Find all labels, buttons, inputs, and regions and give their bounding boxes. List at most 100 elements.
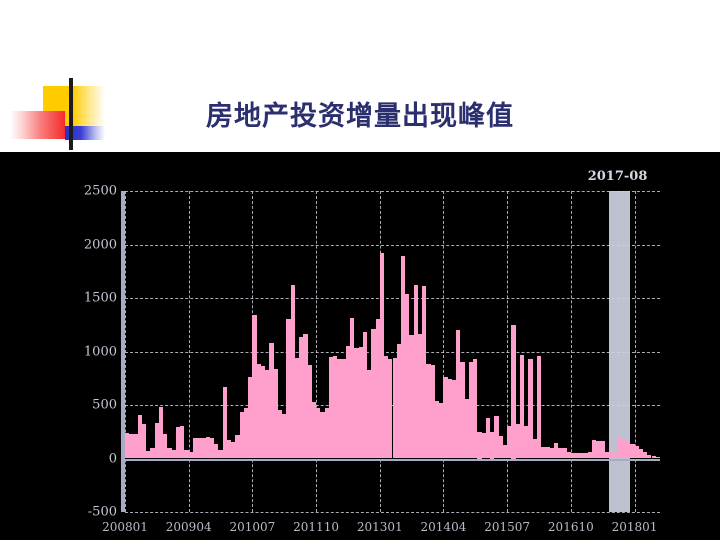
chart-bar (519, 354, 525, 459)
y-axis-tick-label: 2000 (83, 237, 117, 252)
y-axis-tick-label: 2500 (83, 183, 117, 199)
chart-bar (468, 362, 474, 459)
logo-blue-block (65, 126, 105, 140)
chart-bar (528, 358, 533, 459)
chart-bar (358, 347, 363, 459)
chart-figure: 2500 2000 1500 1000 500 0 -500 200801 200904 2010… (0, 152, 720, 540)
chart-bar (388, 358, 393, 459)
chart-bar (218, 450, 223, 459)
gridline-vertical (570, 191, 572, 512)
chart-bar (443, 377, 448, 459)
chart-bar (638, 448, 643, 459)
chart-bar (541, 446, 546, 459)
chart-bar (371, 329, 376, 459)
chart-bar (558, 448, 563, 459)
y-axis-tick-label: -500 (87, 504, 117, 520)
chart-bar (260, 366, 266, 459)
x-axis-tick-label: 201801 (611, 520, 658, 534)
chart-bar (439, 402, 444, 459)
chart-bar (316, 408, 321, 459)
peak-annotation-label: 2017-08 (587, 169, 648, 184)
gridline-vertical (316, 191, 318, 512)
y-axis-tick-label: 500 (92, 397, 117, 413)
chart-bar (592, 440, 597, 459)
chart-bar (621, 439, 627, 459)
chart-bar (583, 452, 588, 459)
chart-bar (477, 431, 482, 459)
chart-bar (596, 440, 601, 459)
chart-bar (604, 452, 610, 459)
page-title: 房地产投资增量出现峰值 (206, 101, 514, 132)
chart-bar (511, 324, 516, 459)
gridline-vertical (188, 191, 190, 512)
chart-bar (430, 365, 435, 459)
gridline-horizontal (125, 298, 660, 299)
decorative-logo (10, 78, 106, 150)
chart-bar (549, 448, 554, 459)
chart-bar (566, 452, 571, 459)
chart-bar (201, 438, 206, 459)
chart-bar (328, 356, 334, 459)
chart-bar (141, 423, 147, 459)
chart-bar (515, 424, 520, 459)
chart-bar (494, 415, 499, 459)
chart-bar (367, 369, 372, 459)
chart-bar (243, 407, 249, 459)
chart-bar (651, 456, 656, 459)
chart-bar (333, 355, 338, 459)
chart-bar (235, 434, 240, 459)
chart-bar (655, 456, 660, 459)
chart-bar (507, 426, 512, 459)
chart-bar (643, 452, 648, 459)
chart-bar (634, 445, 639, 459)
gridline-vertical (634, 191, 636, 512)
chart-bar (192, 437, 198, 459)
chart-bar (222, 386, 227, 459)
chart-bar (188, 452, 193, 459)
chart-bar (422, 286, 427, 459)
logo-vertical-bar (69, 78, 73, 150)
chart-bar (184, 449, 189, 459)
y-axis-tick-label: 1500 (83, 290, 117, 306)
chart-bar (392, 357, 397, 459)
chart-bar (434, 400, 440, 459)
chart-bar (307, 365, 312, 459)
chart-bar (570, 453, 576, 459)
chart-bar (205, 437, 210, 459)
x-axis-tick-label: 200801 (102, 520, 148, 534)
chart-bar (417, 334, 423, 459)
gridline-vertical (125, 191, 126, 512)
chart-bar (129, 433, 134, 459)
chart-bar (294, 357, 300, 459)
chart-bar (630, 443, 635, 459)
x-axis-tick-label: 201610 (547, 520, 594, 534)
gridline-horizontal (125, 244, 660, 246)
chart-bar (239, 412, 244, 459)
chart-bar (400, 256, 406, 459)
plot-area (121, 191, 660, 513)
y-axis-tick-label: 0 (108, 451, 117, 466)
chart-bar (575, 453, 580, 459)
chart-bar (209, 438, 215, 459)
chart-bar (579, 452, 584, 459)
chart-bar (413, 285, 418, 459)
chart-bar (231, 442, 236, 459)
chart-bar (405, 293, 410, 459)
x-axis-tick-label: 200904 (165, 520, 212, 534)
chart-bar (265, 370, 270, 459)
chart-bar (626, 442, 631, 459)
chart-bar (248, 377, 253, 459)
chart-bar (524, 426, 529, 459)
chart-bar (460, 362, 465, 459)
chart-bar (269, 342, 274, 459)
chart-bar (498, 436, 503, 459)
chart-bar (303, 334, 308, 459)
x-axis-tick-label: 201007 (229, 520, 276, 534)
chart-bar (485, 417, 491, 459)
chart-bar (167, 448, 172, 459)
chart-bar (158, 406, 164, 459)
chart-bar (133, 434, 138, 459)
chart-bar (384, 355, 389, 459)
chart-bar (252, 315, 257, 459)
